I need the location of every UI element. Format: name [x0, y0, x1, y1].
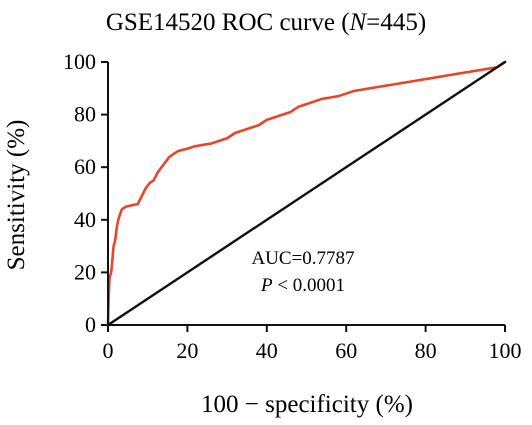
y-tick-label: 20: [74, 259, 96, 284]
y-axis-ticks: 0 20 40 60 80 100: [63, 49, 108, 337]
p-value-annotation: P < 0.0001: [260, 275, 345, 296]
y-tick-label: 80: [74, 102, 96, 127]
auc-annotation: AUC=0.7787: [251, 248, 354, 269]
x-tick-label: 80: [415, 338, 437, 363]
y-tick-label: 40: [74, 207, 96, 232]
x-tick-label: 100: [489, 338, 522, 363]
roc-curve-line: [106, 60, 507, 327]
y-tick-label: 60: [74, 154, 96, 179]
x-tick-label: 40: [256, 338, 278, 363]
y-tick-label: 100: [63, 49, 96, 74]
x-axis-label: 100 − specificity (%): [201, 391, 413, 418]
x-axis-ticks: 0 20 40 60 80 100: [103, 325, 522, 363]
x-tick-label: 60: [335, 338, 357, 363]
x-tick-label: 20: [176, 338, 198, 363]
y-tick-label: 0: [85, 312, 96, 337]
y-axis-label: Sensitivity (%): [3, 120, 30, 271]
chart-title: GSE14520 ROC curve (N=445): [106, 9, 426, 36]
series-layer: [106, 60, 507, 327]
x-tick-label: 0: [103, 338, 114, 363]
reference-diagonal-line: [106, 60, 507, 327]
